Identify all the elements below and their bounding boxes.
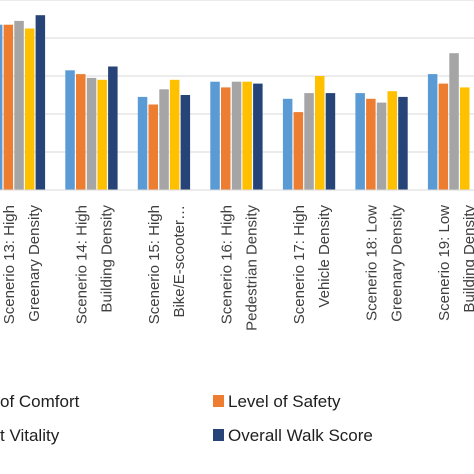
legend-label: of Comfort xyxy=(0,392,80,411)
legend-swatch xyxy=(213,395,224,407)
legend-label: Overall Walk Score xyxy=(228,426,373,445)
category-tick-label: Scenerio 19: Low Building Density xyxy=(436,205,474,321)
tick-label-line: Scenerio 16: High xyxy=(219,205,236,324)
bar xyxy=(427,74,438,190)
bar xyxy=(76,74,86,190)
legend-label: t Vitality xyxy=(0,426,60,445)
category-tick-label: Scenerio 14: High Building Density xyxy=(74,205,116,325)
tick-label-line: Scenerio 14: High xyxy=(74,205,91,324)
bar xyxy=(282,98,293,190)
bar xyxy=(376,102,387,190)
bar xyxy=(65,70,75,190)
bar xyxy=(86,77,97,190)
bar xyxy=(242,81,252,190)
tick-label-line: Building Density xyxy=(99,205,116,313)
tick-label-line: Vehicle Density xyxy=(316,205,333,308)
bar xyxy=(304,93,314,190)
bar xyxy=(97,79,107,190)
tick-label-line: Greenary Density xyxy=(389,205,406,322)
bar xyxy=(180,95,191,190)
category-tick-label: Scenerio 16: High Pedestrian Density xyxy=(219,205,261,331)
bar xyxy=(438,83,449,190)
bar xyxy=(366,98,376,190)
legend-swatch xyxy=(213,429,224,441)
bar xyxy=(148,104,158,190)
category-tick-labels: Scenerio 13: High Greenary Density Sceneri… xyxy=(1,205,474,331)
tick-label-line: Bike/E-scooter… xyxy=(171,205,188,318)
bar xyxy=(35,15,46,191)
bar xyxy=(24,28,35,190)
bar xyxy=(355,93,365,190)
legend: of Comfort Level of Safety t Vitality Overa… xyxy=(0,392,373,445)
bar xyxy=(108,66,118,190)
tick-label-line: Building Density xyxy=(461,205,474,313)
tick-label-line: Scenerio 19: Low xyxy=(436,205,453,321)
bar xyxy=(398,96,408,190)
tick-label-line: Scenerio 17: High xyxy=(291,205,308,324)
bar xyxy=(221,87,231,190)
bar xyxy=(231,81,242,190)
bar xyxy=(159,89,169,190)
bar xyxy=(293,112,304,190)
category-tick-label: Scenerio 18: Low Greenary Density xyxy=(364,205,406,322)
bar xyxy=(14,20,24,191)
bar xyxy=(137,96,148,190)
bar xyxy=(3,24,14,191)
bar xyxy=(387,91,397,190)
bar xyxy=(449,53,459,191)
bar xyxy=(210,81,220,190)
bar xyxy=(460,87,470,190)
bars xyxy=(0,15,470,191)
legend-label: Level of Safety xyxy=(228,392,341,411)
category-tick-label: Scenerio 17: High Vehicle Density xyxy=(291,205,333,325)
tick-label-line: Scenerio 18: Low xyxy=(364,205,381,321)
bar xyxy=(253,83,263,190)
tick-label-line: Scenerio 15: High xyxy=(146,205,163,324)
bar xyxy=(0,24,3,191)
bar xyxy=(325,93,336,190)
tick-label-line: Greenary Density xyxy=(26,205,43,322)
tick-label-line: Pedestrian Density xyxy=(244,205,261,331)
bar xyxy=(169,79,180,190)
bar xyxy=(315,76,325,190)
tick-label-line: Scenerio 13: High xyxy=(1,205,18,324)
category-tick-label: Scenerio 13: High Greenary Density xyxy=(1,205,43,325)
category-tick-label: Scenerio 15: High Bike/E-scooter… xyxy=(146,205,188,324)
